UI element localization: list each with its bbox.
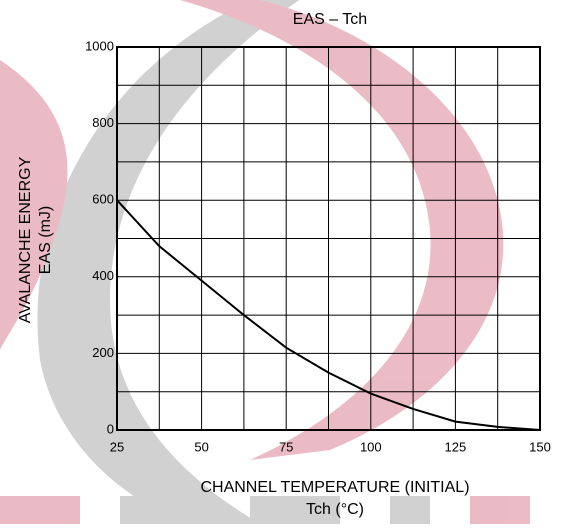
y-tick-label: 200 [92, 345, 114, 360]
chart-title: EAS – Tch [293, 11, 367, 28]
x-tick-label: 150 [529, 439, 551, 454]
x-tick-label: 100 [360, 439, 382, 454]
plot-frame [116, 46, 541, 431]
x-axis-label: Tch (°C) [306, 501, 364, 518]
y-tick-label: 400 [92, 268, 114, 283]
watermark [0, 0, 530, 524]
y-tick-label: 0 [107, 421, 114, 436]
data-line [116, 199, 541, 431]
y-tick-label: 800 [92, 115, 114, 130]
x-tick-label: 50 [194, 439, 208, 454]
y-tick-label: 600 [92, 192, 114, 207]
x-tick-label: 125 [445, 439, 467, 454]
y-axis-label: AVALANCHE ENERGY [17, 156, 34, 323]
x-tick-label: 75 [279, 439, 293, 454]
x-tick-label: 25 [110, 439, 124, 454]
y-axis-label: EAS (mJ) [37, 206, 54, 274]
x-axis-label: CHANNEL TEMPERATURE (INITIAL) [200, 479, 469, 496]
y-tick-label: 1000 [85, 38, 114, 53]
